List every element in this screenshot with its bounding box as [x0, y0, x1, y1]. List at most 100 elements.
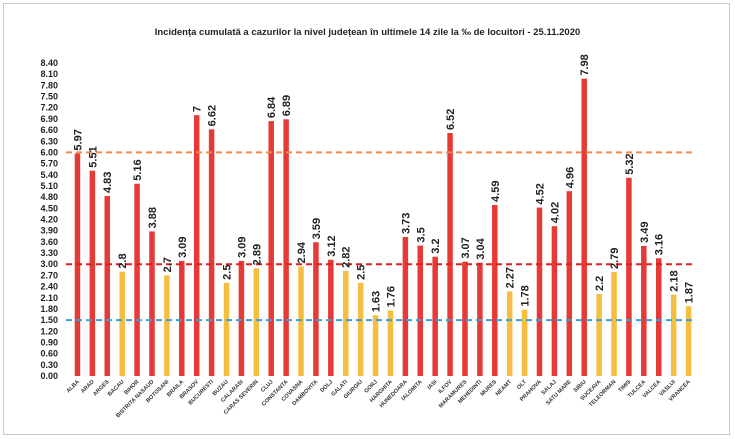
y-tick-label: 2.10	[40, 293, 58, 303]
y-tick-label: 7.80	[40, 80, 58, 90]
bar-gorj	[372, 315, 379, 376]
value-label: 4.96	[564, 167, 576, 188]
y-tick-label: 6.30	[40, 136, 58, 146]
value-label: 2.5	[222, 265, 234, 280]
bar-timis	[626, 177, 632, 376]
bar-bihor	[134, 183, 140, 376]
bar-brasov	[193, 115, 200, 377]
bar-tulcea	[641, 245, 647, 376]
y-tick-label: 6.00	[40, 147, 58, 157]
y-tick-label: 0.30	[40, 360, 58, 370]
bar-galati	[342, 270, 349, 376]
bar-arges	[104, 196, 111, 376]
bar-maramures	[462, 261, 468, 376]
value-label: 3.5	[415, 227, 427, 242]
x-tick-label: BACAU	[107, 379, 126, 398]
value-label: 6.62	[207, 105, 219, 126]
value-label: 2.89	[251, 244, 263, 265]
value-label: 4.59	[490, 181, 502, 202]
bar-ialomita	[417, 245, 424, 376]
bar-arad	[89, 170, 96, 376]
value-label: 1.63	[371, 291, 383, 312]
bar-vaslui	[670, 294, 677, 376]
bar-caras-severin	[253, 268, 260, 376]
bar-hunedoara	[402, 237, 409, 376]
value-label: 2.5	[356, 265, 368, 280]
y-tick-label: 2.40	[40, 282, 58, 292]
value-label: 1.76	[385, 286, 397, 307]
value-label: 4.52	[535, 183, 547, 204]
y-tick-label: 2.70	[40, 270, 58, 280]
y-tick-label: 0.90	[40, 337, 58, 347]
y-tick-label: 4.50	[40, 203, 58, 213]
value-label: 2.27	[505, 267, 517, 288]
y-tick-label: 1.20	[40, 326, 58, 336]
value-label: 3.09	[236, 236, 248, 257]
value-label: 5.16	[132, 159, 144, 180]
bar-mures	[492, 204, 498, 376]
bar-iasi	[432, 256, 438, 376]
y-tick-label: 7.20	[40, 103, 58, 113]
bar-bacau	[119, 271, 125, 376]
bar-buzau	[223, 282, 230, 376]
value-label: 3.49	[639, 222, 651, 243]
x-tick-label: IASI	[427, 379, 439, 391]
y-tick-label: 7.50	[40, 92, 58, 102]
value-label: 3.16	[654, 234, 666, 255]
bar-satu-mare	[566, 191, 573, 376]
reference-lines	[66, 151, 694, 322]
y-tick-label: 8.40	[40, 58, 58, 68]
y-tick-label: 5.40	[40, 170, 58, 180]
value-label: 2.7	[162, 257, 174, 272]
bar-valcea	[655, 258, 662, 376]
bar-suceava	[596, 294, 602, 376]
value-label: 3.2	[430, 238, 442, 253]
value-labels: 5.975.514.832.85.163.882.73.097 6.622.53.…	[72, 54, 695, 312]
value-label: 1.78	[520, 285, 532, 306]
x-tick-label: OLT	[516, 379, 528, 391]
bar-neamt	[506, 291, 513, 376]
value-label: 3.09	[177, 236, 189, 257]
bar-olt	[521, 309, 528, 376]
bar-braila	[179, 260, 185, 376]
y-tick-label: 8.10	[40, 69, 58, 79]
x-tick-label: ALBA	[66, 379, 81, 394]
bar-ilfov	[447, 133, 453, 376]
value-label: 3.88	[147, 207, 159, 228]
y-tick-label: 6.90	[40, 114, 58, 124]
x-tick-label: NEAMT	[495, 379, 514, 398]
value-label: 2.79	[609, 248, 621, 269]
value-label: 3.04	[475, 237, 487, 259]
value-label: 3.59	[311, 218, 323, 239]
value-label: 1.87	[684, 282, 696, 303]
y-tick-label: 4.20	[40, 215, 58, 225]
y-tick-label: 5.10	[40, 181, 58, 191]
value-label: 3.73	[400, 213, 412, 234]
y-tick-label: 0.60	[40, 349, 58, 359]
chart-frame	[3, 3, 730, 435]
value-label: 4.83	[102, 172, 114, 193]
bar-covasna	[298, 266, 304, 376]
value-label: 6.84	[266, 96, 278, 118]
y-tick-label: 3.90	[40, 226, 58, 236]
y-tick-label: 5.70	[40, 159, 58, 169]
y-tick-label: 1.50	[40, 315, 58, 325]
bar-cluj	[268, 121, 274, 376]
value-label: 2.18	[669, 270, 681, 291]
value-label: 5.32	[624, 153, 636, 174]
value-label: 2.94	[296, 241, 308, 263]
y-tick-label: 3.30	[40, 248, 58, 258]
value-label: 4.02	[549, 202, 561, 223]
value-label: 5.97	[72, 129, 84, 150]
value-label: 2.8	[117, 253, 129, 268]
bar-harghita	[387, 310, 394, 376]
bar-prahova	[536, 207, 543, 376]
bar-bucuresti	[208, 129, 215, 376]
bar-dambovita	[313, 242, 319, 376]
value-label: 2.2	[594, 276, 606, 291]
bar-giurgiu	[357, 282, 364, 376]
chart-title: Incidența cumulată a cazurilor la nivel …	[154, 27, 581, 38]
y-tick-label: 0.00	[40, 371, 58, 381]
